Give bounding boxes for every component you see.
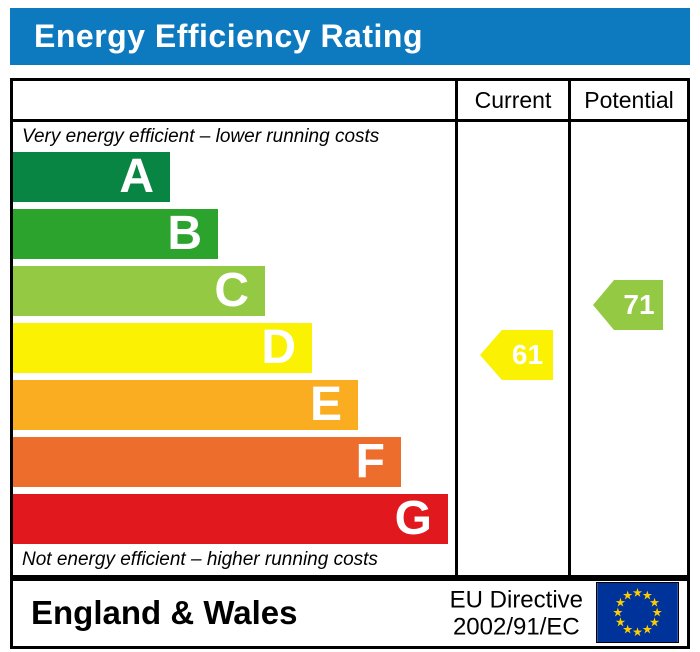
band-d: D	[13, 323, 312, 373]
band-b-label: B	[167, 207, 202, 260]
header-divider	[13, 119, 687, 122]
caption-not-efficient: Not energy efficient – higher running co…	[22, 549, 378, 570]
eu-flag-icon	[596, 582, 679, 643]
band-a-label: A	[119, 150, 154, 203]
rating-chart: Current Potential Very energy efficient …	[10, 78, 690, 578]
title-bar: Energy Efficiency Rating	[10, 8, 690, 65]
potential-rating-value: 71	[623, 289, 655, 320]
column-divider-potential	[568, 81, 571, 575]
eu-directive-label: EU Directive 2002/91/EC	[450, 586, 583, 641]
eu-directive-line1: EU Directive	[449, 585, 583, 613]
footer: England & Wales EU Directive 2002/91/EC	[10, 578, 690, 649]
band-b: B	[13, 209, 218, 259]
band-f: F	[13, 437, 401, 487]
column-header-potential: Potential	[584, 87, 674, 113]
page-title: Energy Efficiency Rating	[34, 18, 423, 54]
band-e-label: E	[309, 378, 342, 431]
band-e: E	[13, 380, 358, 430]
current-rating-value: 61	[511, 339, 544, 370]
column-divider-current	[455, 81, 458, 575]
band-d-label: D	[261, 321, 296, 374]
band-f-label: F	[355, 435, 385, 488]
band-c-label: C	[214, 264, 249, 317]
band-c: C	[13, 266, 265, 316]
potential-rating-arrow: 71	[593, 280, 663, 330]
band-a: A	[13, 152, 170, 202]
eu-directive-line2: 2002/91/EC	[452, 613, 580, 641]
band-g-label: G	[394, 492, 432, 545]
region-label: England & Wales	[31, 594, 298, 631]
band-g: G	[13, 494, 448, 544]
column-header-current: Current	[474, 87, 552, 113]
current-rating-arrow: 61	[480, 330, 553, 380]
caption-very-efficient: Very energy efficient – lower running co…	[22, 126, 380, 147]
